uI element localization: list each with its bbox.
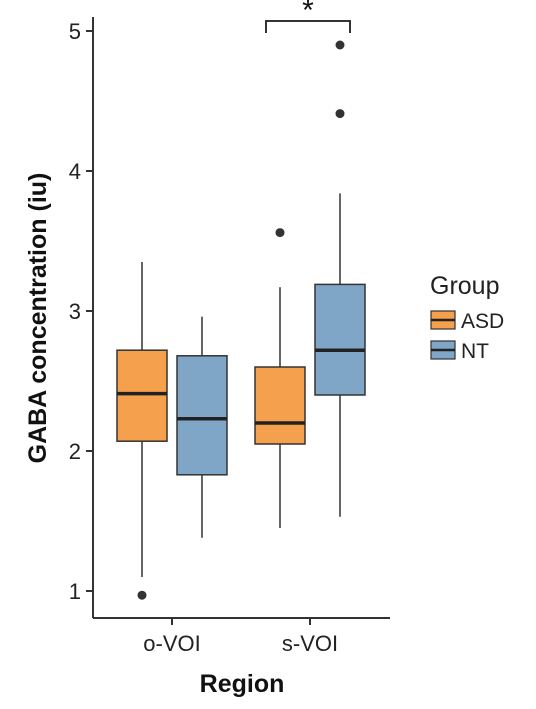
box-nt-o-voi	[176, 316, 228, 538]
box-nt-s-voi	[314, 40, 366, 517]
box-asd-o-voi	[116, 262, 168, 600]
x-axis-title: Region	[200, 670, 285, 698]
outlier-point	[335, 40, 345, 50]
legend-label: ASD	[461, 310, 504, 333]
box-asd-s-voi	[254, 228, 306, 528]
legend-item-asd: ASD	[430, 310, 504, 333]
legend-item-nt: NT	[430, 340, 489, 363]
y-axis-title: GABA concentration (iu)	[24, 173, 52, 464]
x-tick-label: o-VOI	[143, 631, 200, 656]
significance-annotation: *	[265, 0, 351, 33]
y-tick-label: 5	[69, 19, 81, 44]
y-axis-ticks: 1 2 3 4 5	[69, 19, 93, 604]
iqr-box	[254, 366, 306, 445]
x-axis-ticks: o-VOI s-VOI	[143, 618, 338, 656]
significance-bracket	[265, 20, 351, 33]
x-tick-label: s-VOI	[282, 631, 338, 656]
legend-label: NT	[461, 340, 489, 363]
outlier-point	[137, 590, 147, 600]
iqr-box	[176, 355, 228, 476]
outlier-point	[275, 228, 285, 238]
legend-items: ASD NT	[430, 310, 504, 363]
iqr-box	[116, 349, 168, 442]
significance-star: *	[302, 0, 314, 27]
y-tick-label: 3	[69, 299, 81, 324]
y-tick-label: 4	[69, 159, 81, 184]
iqr-box	[314, 283, 366, 396]
legend-title: Group	[430, 272, 499, 300]
outlier-point	[335, 109, 345, 119]
y-tick-label: 1	[69, 579, 81, 604]
box-series	[116, 40, 366, 600]
legend: Group ASD NT	[430, 272, 504, 363]
y-tick-label: 2	[69, 439, 81, 464]
